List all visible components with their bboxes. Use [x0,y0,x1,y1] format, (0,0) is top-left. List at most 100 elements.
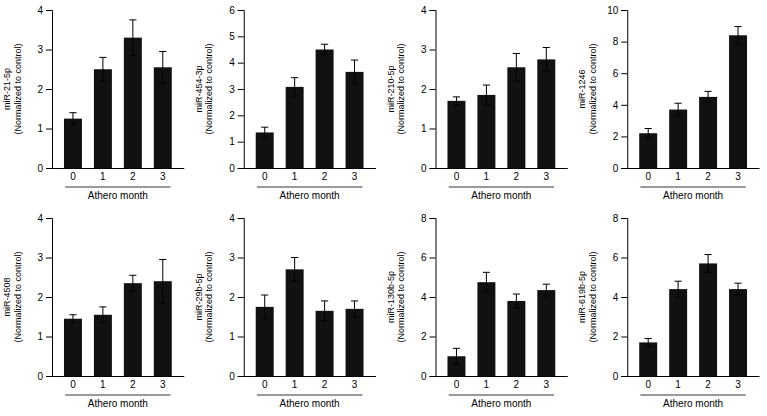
y-axis-title-line: (Normalized to control) [588,43,598,134]
tick-mark [430,258,436,259]
y-axis-title-line: miR-29b-5p [194,273,204,320]
tick-label: 4 [37,5,43,16]
tick-label: 3 [544,171,550,182]
x-tick: 1 [292,171,298,182]
tick-label: 1 [292,379,298,390]
x-tick: 1 [484,171,490,182]
tick-label: 1 [484,379,490,390]
y-axis: 01234 [37,5,52,174]
error-bar [705,91,712,102]
axis-line [430,219,437,377]
y-axis: 0123456 [229,5,244,174]
tick-label: 1 [100,379,106,390]
x-tick: 1 [675,171,681,182]
y-axis-title-line: (Normalized to control) [396,43,406,134]
y-tick: 4 [229,213,244,224]
y-axis-title-line: (Normalized to control) [588,251,598,342]
axis-line [53,376,185,377]
tick-mark [238,297,244,298]
tick-label: 1 [675,171,681,182]
tick-label: 3 [160,171,166,182]
tick-label: 3 [37,252,43,263]
axis-line [46,219,53,377]
axis-line [244,376,376,377]
y-tick: 4 [37,5,52,16]
tick-mark [46,168,52,169]
y-tick: 0 [37,371,52,382]
error-bar [705,255,712,273]
y-tick: 0 [421,371,436,382]
tick-label: 0 [37,371,43,382]
panel: 024680123miR-619b-5p(Normalized to contr… [577,213,759,409]
x-label-rule [449,187,554,188]
error-bar [69,113,76,125]
bar [537,59,555,168]
x-tick: 0 [645,379,651,390]
panel: 012340123miR-29b-5p(Normalized to contro… [194,213,376,409]
bar [447,101,465,168]
y-tick: 2 [37,292,52,303]
panel: 012340123miR-21-5p(Normalized to control… [2,5,184,201]
tick-label: 4 [421,292,427,303]
tick-label: 0 [454,379,460,390]
tick-label: 3 [229,252,235,263]
tick-mark [46,218,52,219]
tick-label: 1 [229,331,235,342]
tick-label: 0 [613,163,619,174]
bar [729,35,747,168]
y-tick: 4 [613,100,628,111]
tick-label: 2 [705,171,711,182]
bar [729,289,747,376]
tick-label: 1 [292,171,298,182]
tick-mark [621,337,627,338]
tick-label: 4 [613,292,619,303]
y-axis-title-line: (Normalized to control) [13,43,23,134]
tick-label: 2 [130,171,136,182]
bar [507,67,525,168]
y-tick: 10 [607,5,627,16]
y-tick: 1 [229,136,244,147]
tick-mark [46,10,52,11]
x-tick: 1 [292,379,298,390]
bar [699,97,717,168]
y-axis-title: miR-454-3p(Normalized to control) [194,43,215,134]
error-bar [734,283,741,295]
y-axis-title-line: (Normalized to control) [13,251,23,342]
y-tick: 4 [37,213,52,224]
x-axis: 0123 [53,377,185,391]
x-tick: 0 [454,171,460,182]
y-tick: 4 [421,292,436,303]
y-tick: 5 [229,31,244,42]
tick-label: 8 [613,213,619,224]
x-label-rule [640,395,745,396]
x-tick: 0 [645,171,651,182]
tick-label: 4 [421,5,427,16]
error-bar [513,53,520,81]
y-tick: 2 [421,84,436,95]
axis-line [436,376,568,377]
y-tick: 2 [613,131,628,142]
panel: 012340123miR-4508(Normalized to control)… [2,213,184,409]
plot-area [64,259,172,376]
tick-label: 0 [645,171,651,182]
y-tick: 2 [229,292,244,303]
y-tick: 8 [421,213,436,224]
tick-label: 6 [613,68,619,79]
bar [64,319,82,376]
plot-area [447,48,555,168]
x-tick: 1 [100,379,106,390]
x-axis: 0123 [628,377,760,391]
tick-label: 6 [613,252,619,263]
x-label-rule [65,187,170,188]
tick-mark [238,115,244,116]
tick-label: 8 [421,213,427,224]
tick-label: 3 [352,171,358,182]
axis-line [238,219,245,377]
x-tick: 0 [70,379,76,390]
tick-label: 2 [705,379,711,390]
x-axis-title: Athero month [471,398,531,409]
y-axis: 0246810 [607,5,628,174]
tick-mark [621,218,627,219]
y-axis: 02468 [613,213,628,382]
error-bar [291,78,298,96]
